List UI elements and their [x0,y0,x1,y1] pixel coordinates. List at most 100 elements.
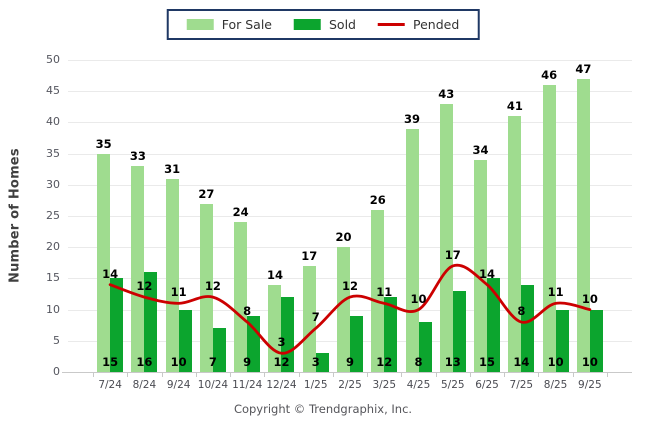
pended-value-label: 8 [243,304,252,319]
x-tick-label: 7/25 [509,379,534,391]
for-sale-value-label: 34 [472,142,489,157]
gridline [68,153,632,155]
x-tick-label: 9/25 [578,379,602,391]
pended-value-label: 12 [136,279,153,294]
pended-value-label: 14 [102,266,119,281]
pended-value-label: 12 [204,279,221,294]
for-sale-value-label: 31 [164,161,181,176]
x-axis-tick [435,373,437,377]
for-sale-value-label: 35 [95,136,112,151]
for-sale-value-label: 20 [335,230,352,245]
pended-value-label: 7 [311,310,320,325]
sold-value-label: 10 [547,355,564,369]
sold-value-label: 10 [170,355,187,369]
pended-value-label: 12 [341,279,358,294]
x-axis-tick [538,373,540,377]
y-tick-label: 35 [46,146,60,160]
for-sale-value-label: 17 [301,248,318,263]
for-sale-value-label: 27 [198,186,215,201]
for-sale-bar [439,103,453,372]
sold-value-label: 9 [345,355,354,369]
pended-value-label: 10 [581,291,598,306]
pended-value-label: 11 [547,285,564,300]
y-tick-label: 30 [46,177,60,191]
for-sale-value-label: 26 [369,192,386,207]
y-tick-label: 50 [46,53,60,66]
x-axis-tick [264,373,266,377]
copyright-text: Copyright © Trendgraphix, Inc. [233,402,413,416]
x-tick-label: 7/24 [98,379,122,391]
for-sale-value-label: 24 [232,205,249,220]
sold-value-label: 15 [102,355,119,369]
legend-item-for-sale: For Sale [186,17,272,32]
sold-value-label: 3 [311,355,320,369]
y-tick-label: 0 [53,365,60,378]
for-sale-bar [337,247,350,372]
x-axis-tick [195,373,197,377]
x-tick-label: 11/24 [232,379,263,391]
for-sale-value-label: 46 [541,67,558,82]
sold-value-label: 9 [243,355,252,369]
legend-item-sold: Sold [294,17,356,32]
for-sale-value-label: 47 [575,61,592,76]
y-tick-label: 5 [53,333,60,347]
sold-value-label: 12 [376,355,393,369]
gridline [68,247,632,249]
sold-value-label: 13 [444,355,461,369]
for-sale-value-label: 33 [129,149,146,164]
gridline [68,91,632,93]
x-tick-label: 1/25 [303,379,328,391]
x-tick-label: 10/24 [197,379,229,391]
gridline [68,122,632,124]
pended-value-label: 17 [444,247,461,262]
legend-label-pended: Pended [413,17,460,32]
pended-value-label: 14 [479,266,496,281]
sold-value-label: 8 [414,355,423,369]
x-axis-tick [367,373,369,377]
for-sale-bar [542,84,556,372]
x-tick-label: 3/25 [372,379,397,391]
sold-value-label: 14 [513,355,530,369]
for-sale-swatch-icon [186,19,214,30]
x-tick-label: 12/24 [266,379,297,391]
sold-value-label: 10 [581,355,598,369]
y-tick-label: 40 [46,115,60,129]
sold-bar [315,353,329,372]
for-sale-value-label: 41 [506,99,523,114]
pended-value-label: 11 [376,285,393,300]
legend: For Sale Sold Pended [166,9,480,40]
for-sale-bar [97,153,111,372]
pended-value-label: 10 [410,291,427,306]
pended-value-label: 3 [277,335,286,350]
x-axis-tick [127,373,129,377]
x-axis-tick [607,373,608,377]
x-axis-tick [469,373,471,377]
sold-value-label: 15 [479,355,496,369]
sold-value-label: 7 [208,355,217,369]
legend-label-sold: Sold [329,17,356,32]
y-tick-label: 15 [46,271,60,285]
pended-value-label: 8 [517,304,526,319]
for-sale-bar [131,166,145,372]
gridline [68,184,632,186]
x-axis-line [62,372,632,373]
x-axis-tick [504,373,506,377]
pended-line-swatch-icon [378,23,405,26]
for-sale-bar [405,128,419,372]
for-sale-bar [576,78,590,372]
y-axis-title: Number of Homes [7,148,23,284]
x-tick-label: 5/25 [440,379,465,391]
y-tick-label: 10 [46,302,60,316]
legend-item-pended: Pended [378,17,459,32]
x-tick-label: 4/25 [406,379,431,391]
x-axis-tick [298,373,300,377]
y-tick-label: 25 [46,209,60,222]
x-axis-tick [93,373,94,377]
x-axis-tick [572,373,574,377]
for-sale-value-label: 14 [266,267,283,282]
for-sale-bar [508,116,522,372]
sold-value-label: 12 [273,355,290,369]
x-axis-tick [332,373,334,377]
x-tick-label: 2/25 [338,379,362,391]
